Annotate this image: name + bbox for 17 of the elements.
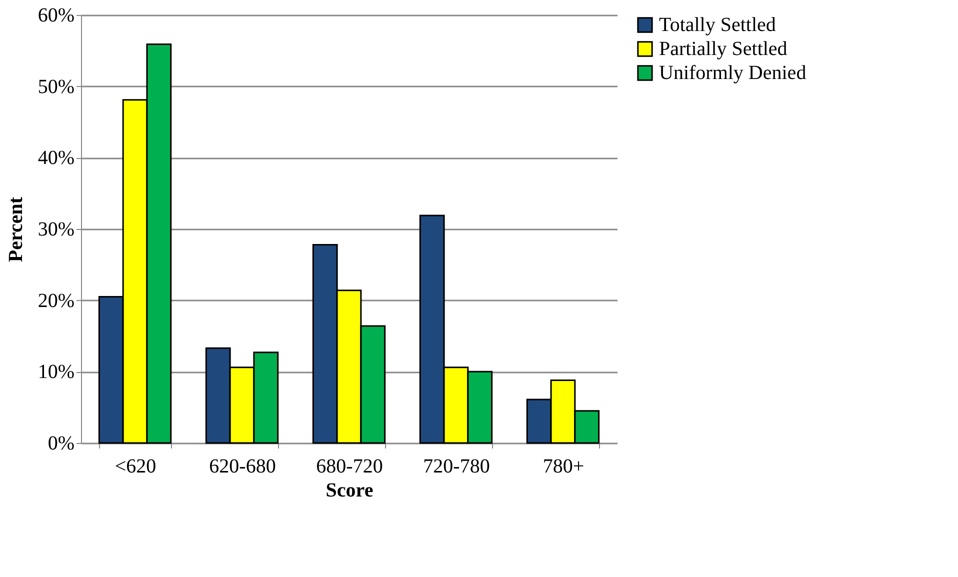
y-tick-label: 20% <box>38 290 74 312</box>
x-tick-label: 720-780 <box>423 456 490 478</box>
y-tick-label: 30% <box>38 218 74 240</box>
y-axis-title: Percent <box>4 196 27 262</box>
y-tick-label: 10% <box>38 361 74 384</box>
y-tick-label: 60% <box>38 4 74 26</box>
legend-label: Partially Settled <box>659 38 788 60</box>
legend-label: Totally Settled <box>659 14 776 36</box>
x-tick-label: 780+ <box>542 456 584 478</box>
x-axis-title: Score <box>326 480 374 502</box>
x-tick-label: 620-680 <box>209 456 276 478</box>
legend-label: Uniformly Denied <box>659 62 806 84</box>
y-tick-label: 50% <box>38 76 74 98</box>
y-tick-label: 40% <box>38 147 74 170</box>
y-tick-label: 0% <box>48 432 74 454</box>
x-tick-label: <620 <box>114 456 156 478</box>
x-tick-label: 680-720 <box>316 456 383 478</box>
